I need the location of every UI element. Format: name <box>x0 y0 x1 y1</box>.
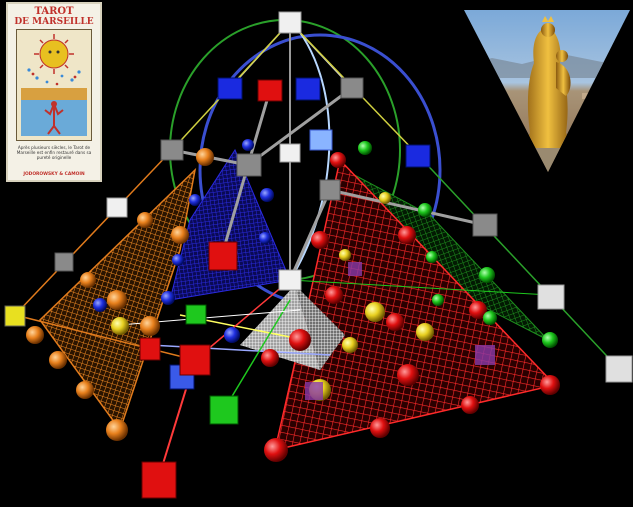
tarot-title-line2: DE MARSEILLE <box>14 17 94 27</box>
blue-spheres <box>93 139 274 343</box>
purple-cubes <box>305 262 495 400</box>
golden-madonna-statue-icon <box>464 10 630 172</box>
orange-spheres <box>26 148 214 441</box>
red-cubes <box>139 79 283 499</box>
yellow-cubes <box>4 305 26 327</box>
tarot-card-authors: JODOROWSKY & CAMOIN <box>23 172 85 177</box>
gray-cubes <box>54 77 498 272</box>
red-spheres <box>261 152 560 462</box>
green-cubes <box>185 304 239 425</box>
white-cubes <box>106 11 633 383</box>
green-spheres <box>358 141 558 348</box>
tarot-card-blurb: Après plusieurs siècles, le Tarot de Mar… <box>16 145 92 161</box>
tarot-card-sun-icon <box>16 29 92 141</box>
tarot-card: TAROT DE MARSEILLE Après <box>6 2 102 182</box>
tarot-title-line1: TAROT <box>34 6 74 17</box>
